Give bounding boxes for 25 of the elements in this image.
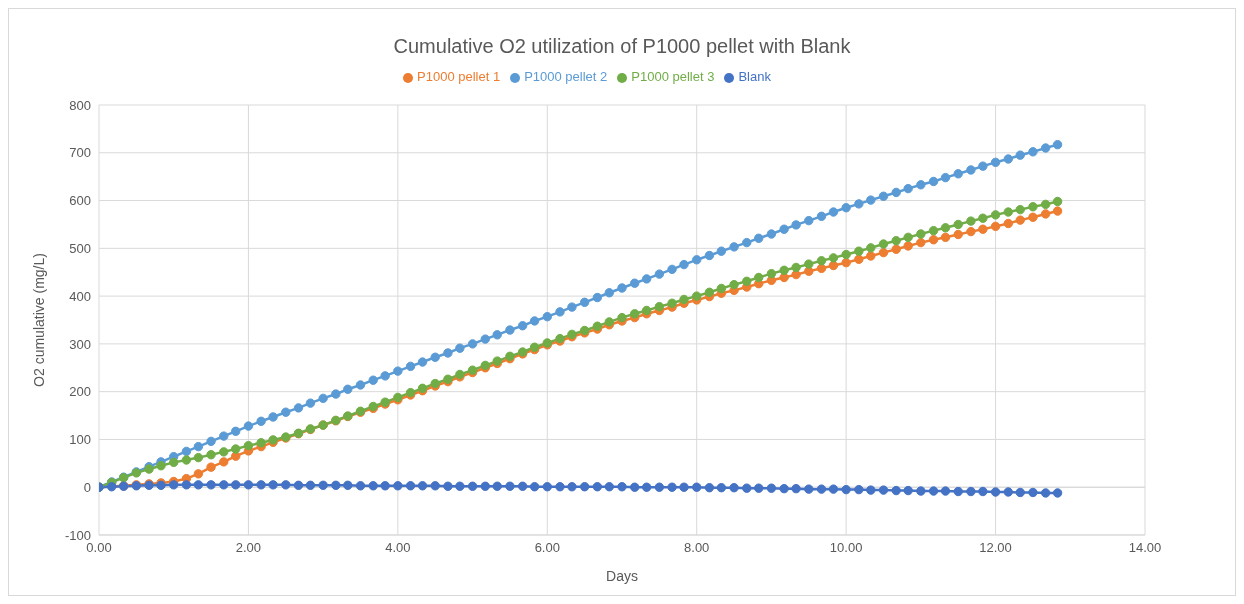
x-tick-label: 6.00	[534, 540, 560, 556]
y-tick-label: 800	[69, 97, 91, 113]
chart-title: Cumulative O2 utilization of P1000 pellet with Blank	[392, 34, 852, 59]
y-axis-title: O2 cumulative (mg/L)	[30, 253, 47, 387]
legend-label: P1000 pellet 1	[417, 69, 501, 84]
x-tick-label: 2.00	[235, 540, 262, 556]
x-tick-label: 12.00	[979, 540, 1012, 556]
legend-label: Blank	[738, 69, 771, 84]
x-tick-label: 4.00	[385, 540, 411, 556]
x-tick-label: 8.00	[684, 540, 710, 556]
x-tick-label: 10.00	[829, 540, 863, 556]
x-tick-label: 0.00	[86, 540, 112, 556]
x-tick-label: 14.00	[1128, 540, 1162, 556]
y-tick-label: 500	[69, 240, 91, 256]
y-tick-label: 600	[69, 193, 91, 209]
y-tick-label: 300	[69, 336, 91, 352]
legend-label: P1000 pellet 2	[524, 69, 608, 84]
y-tick-label: -100	[64, 527, 91, 543]
y-tick-label: 700	[69, 145, 91, 161]
y-tick-label: 200	[69, 384, 91, 400]
x-axis-title: Days	[606, 568, 638, 584]
y-tick-label: 0	[83, 479, 91, 495]
y-tick-label: 400	[69, 288, 91, 304]
y-tick-label: 100	[69, 432, 91, 448]
legend-label: P1000 pellet 3	[631, 69, 715, 84]
